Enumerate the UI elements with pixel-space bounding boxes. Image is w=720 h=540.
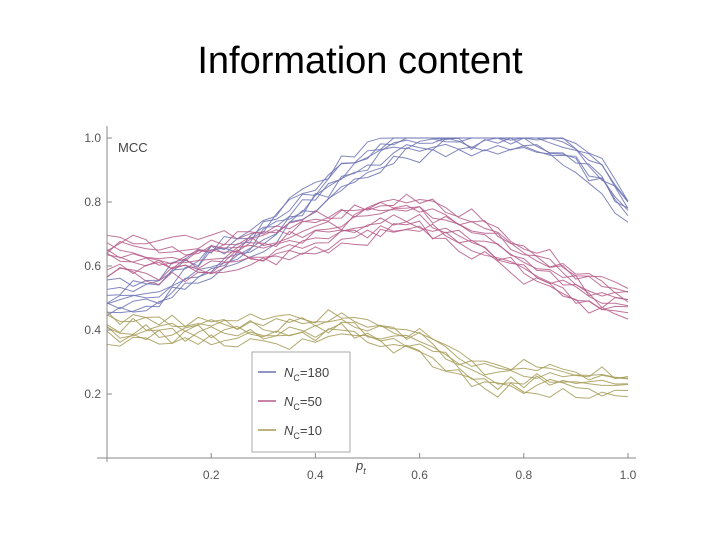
axes [97, 126, 636, 462]
series-line [106, 146, 629, 458]
tick-labels: 0.2 0.4 0.6 0.8 1.0 0.2 0.4 0.6 0.8 1.0 [84, 131, 636, 482]
legend-entry-label: NC=10 [284, 423, 322, 441]
series-line [106, 143, 629, 458]
series-line [106, 201, 629, 458]
y-tick-label: 0.2 [84, 387, 101, 401]
series-line [106, 206, 629, 458]
series-lines [106, 137, 629, 458]
y-axis-label: MCC [118, 140, 148, 155]
series-line [106, 328, 629, 458]
y-tick-label: 0.8 [84, 195, 101, 209]
series-2 [106, 309, 629, 458]
series-line [106, 137, 629, 458]
x-axis-label-sub: t [363, 466, 366, 476]
series-line [106, 198, 629, 458]
x-tick-label: 0.8 [515, 468, 532, 482]
series-line [106, 193, 629, 458]
legend: NC=180 NC=50 NC=10 [251, 351, 351, 453]
series-line [106, 321, 629, 458]
series-line [106, 309, 629, 458]
series-line [106, 312, 629, 458]
series-line [106, 317, 629, 458]
slide-title: Information content [197, 40, 523, 82]
x-axis-label: pt [355, 458, 366, 476]
series-line [106, 137, 629, 458]
series-line [106, 137, 629, 458]
x-tick-label: 1.0 [620, 468, 637, 482]
series-line [106, 213, 629, 458]
x-tick-label: 0.2 [203, 468, 220, 482]
series-0 [106, 137, 629, 458]
legend-entry-label: NC=180 [284, 365, 329, 383]
series-1 [106, 193, 629, 458]
series-line [106, 333, 629, 458]
series-line [106, 322, 629, 458]
y-tick-label: 0.6 [84, 259, 101, 273]
x-tick-label: 0.4 [307, 468, 324, 482]
series-line [106, 137, 629, 458]
legend-entry-label: NC=50 [284, 394, 322, 412]
series-line [106, 137, 629, 458]
series-line [106, 223, 629, 458]
y-tick-label: 1.0 [84, 131, 101, 145]
y-tick-label: 0.4 [84, 323, 101, 337]
series-line [106, 137, 629, 458]
legend-box [251, 351, 351, 453]
x-tick-label: 0.6 [411, 468, 428, 482]
series-line [106, 206, 629, 458]
x-axis-label-main: p [355, 458, 363, 473]
